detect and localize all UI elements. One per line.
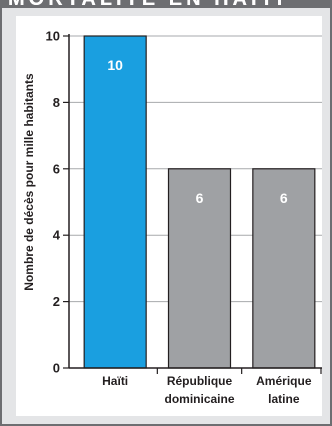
x-category-label-line: Haïti (102, 374, 129, 388)
x-category-label-line: dominicaine (164, 392, 235, 406)
x-category-label-republique-dominicaine: République dominicaine (155, 372, 245, 408)
title-band (2, 0, 332, 8)
data-label: 6 (196, 190, 204, 206)
bar (83, 35, 147, 369)
x-category-label-line: Amérique (256, 374, 312, 388)
bar (167, 168, 232, 369)
y-tick-label: 10 (46, 29, 60, 44)
x-category-label-haiti: Haïti (70, 372, 160, 390)
y-tick-label: 4 (53, 228, 61, 243)
chart-title: MORTALITÉ EN HAÏTI (8, 0, 286, 11)
data-label: 10 (107, 57, 123, 73)
y-tick-label: 2 (53, 294, 60, 309)
y-tick-label: 8 (53, 95, 60, 110)
bar (252, 168, 316, 369)
y-tick-label: 0 (53, 361, 60, 376)
y-tick-label: 6 (53, 161, 60, 176)
x-category-label-line: latine (268, 392, 300, 406)
x-category-label-line: République (166, 374, 233, 388)
x-category-label-amerique-latine: Amérique latine (239, 372, 329, 408)
data-label: 6 (280, 190, 288, 206)
y-axis-label: Nombre de décès pour mille habitants (22, 73, 36, 291)
